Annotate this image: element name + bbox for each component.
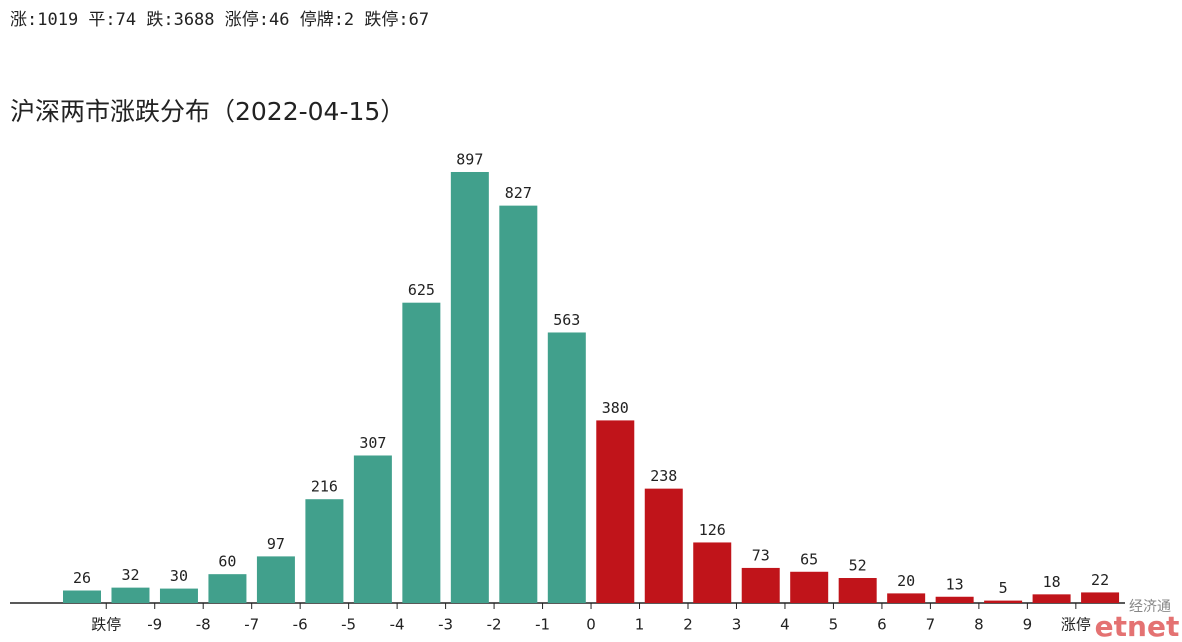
value-label: 65 xyxy=(800,550,818,568)
x-tick-label: 跌停 xyxy=(91,616,121,634)
bar xyxy=(693,542,732,603)
x-tick-label: -2 xyxy=(487,616,502,634)
value-label: 22 xyxy=(1091,571,1109,589)
bar xyxy=(984,600,1023,603)
x-tick-label: -7 xyxy=(244,616,259,634)
x-tick-label: -9 xyxy=(147,616,162,634)
bar xyxy=(741,567,780,603)
x-tick-label: 0 xyxy=(586,616,596,634)
value-label: 60 xyxy=(218,553,236,571)
watermark-en: etnet xyxy=(1095,610,1180,642)
x-tick-label: 3 xyxy=(732,616,742,634)
bar xyxy=(596,420,635,603)
x-tick-label: 1 xyxy=(635,616,645,634)
bar xyxy=(256,556,295,603)
bar xyxy=(63,590,101,603)
x-tick-label: 4 xyxy=(780,616,790,634)
value-label: 827 xyxy=(505,184,532,202)
value-label: 216 xyxy=(311,478,338,496)
value-label: 307 xyxy=(359,434,386,452)
summary: 涨:1019 平:74 跌:3688 涨停:46 停牌:2 跌停:67 xyxy=(10,10,429,30)
x-tick-label: -6 xyxy=(293,616,308,634)
x-tick-label: -8 xyxy=(196,616,211,634)
bar xyxy=(887,593,926,603)
x-tick-label: -1 xyxy=(535,616,550,634)
x-tick-label: 8 xyxy=(974,616,984,634)
bar xyxy=(1081,592,1120,603)
value-label: 126 xyxy=(699,521,726,539)
value-label: 897 xyxy=(456,150,483,168)
value-label: 380 xyxy=(602,399,629,417)
value-label: 26 xyxy=(73,569,91,587)
x-tick-label: -5 xyxy=(341,616,356,634)
bar xyxy=(499,205,538,603)
value-label: 5 xyxy=(999,579,1008,597)
bar xyxy=(935,596,974,603)
x-tick-label: 2 xyxy=(683,616,693,634)
value-label: 73 xyxy=(752,546,770,564)
bar xyxy=(450,171,489,603)
value-label: 30 xyxy=(170,567,188,585)
value-label: 13 xyxy=(946,575,964,593)
x-tick-label: 9 xyxy=(1023,616,1033,634)
x-tick-label: -3 xyxy=(438,616,453,634)
x-tick-label: 7 xyxy=(926,616,936,634)
bar xyxy=(305,499,344,603)
bar xyxy=(1032,594,1071,603)
bar xyxy=(644,488,683,603)
value-label: 32 xyxy=(121,566,139,584)
bar xyxy=(159,588,198,603)
value-label: 563 xyxy=(553,311,580,329)
watermark-cn: 经济通 xyxy=(1129,599,1171,615)
value-label: 238 xyxy=(650,467,677,485)
bar xyxy=(838,578,877,603)
bar xyxy=(790,571,829,603)
chart-title: 沪深两市涨跌分布（2022-04-15） xyxy=(10,97,405,126)
bar xyxy=(208,574,247,603)
x-tick-label: -4 xyxy=(390,616,405,634)
bar xyxy=(353,455,392,603)
value-label: 18 xyxy=(1043,573,1061,591)
x-tick-label: 5 xyxy=(829,616,839,634)
value-label: 52 xyxy=(849,557,867,575)
x-tick-label: 6 xyxy=(877,616,887,634)
value-label: 20 xyxy=(897,572,915,590)
x-tick-label: 涨停 xyxy=(1061,616,1091,634)
value-label: 97 xyxy=(267,535,285,553)
bar xyxy=(111,587,150,603)
value-label: 625 xyxy=(408,281,435,299)
bar xyxy=(547,332,586,603)
bar xyxy=(402,302,441,603)
